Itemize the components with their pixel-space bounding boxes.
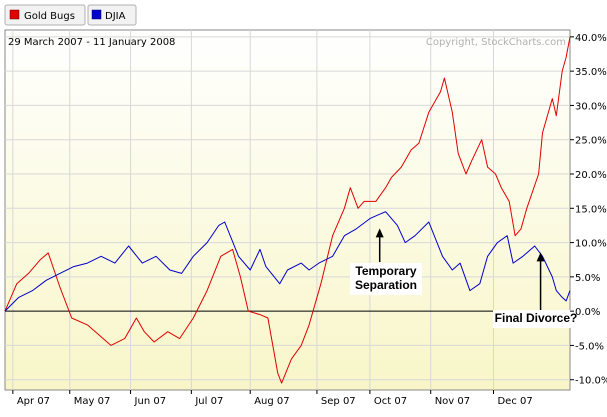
y-tick-label: 40.0%	[575, 33, 607, 44]
arrow-head-icon	[536, 252, 545, 262]
djia-swatch-icon	[91, 9, 102, 20]
legend: Gold Bugs DJIA	[4, 4, 137, 26]
x-axis: Apr 07 May 07 Jun 07 Jul 07 Aug 07 Sep 07 Oct …	[12, 390, 533, 407]
x-tick-label: Sep 07	[321, 396, 356, 407]
y-tick-label: 25.0%	[575, 136, 607, 147]
y-tick-label: -5.0%	[575, 341, 604, 352]
y-tick-label: 35.0%	[575, 67, 607, 78]
series-line-djia	[4, 211, 571, 312]
plot-area	[4, 29, 571, 391]
legend-label-gold-bugs: Gold Bugs	[24, 11, 75, 22]
legend-label-djia: DJIA	[105, 11, 126, 22]
y-tick-label: 0.0%	[575, 307, 600, 318]
x-tick-label: Dec 07	[497, 396, 532, 407]
annotation-text: Separation	[355, 278, 417, 292]
series-layer	[4, 36, 571, 384]
y-tick-label: -10.0%	[575, 376, 607, 387]
annotation: Final Divorce?	[493, 252, 579, 328]
y-tick-label: 30.0%	[575, 101, 607, 112]
annotation-box	[493, 310, 579, 328]
x-tick-label: Jun 07	[134, 396, 167, 407]
arrow-head-icon	[375, 228, 384, 238]
x-tick-label: Aug 07	[254, 396, 289, 407]
y-axis: 40.0% 35.0% 30.0% 25.0% 20.0% 15.0% 10.0% 5.0% 0…	[570, 33, 607, 387]
x-tick-label: May 07	[74, 396, 111, 407]
x-tick-label: Oct 07	[374, 396, 407, 407]
legend-tab-gold-bugs[interactable]	[4, 4, 86, 26]
gold-bugs-swatch-icon	[9, 9, 20, 20]
y-tick-label: 5.0%	[575, 273, 600, 284]
y-tick-label: 20.0%	[575, 170, 607, 181]
series-line-gold-bugs	[4, 36, 571, 384]
copyright: Copyright, StockCharts.com	[426, 37, 566, 48]
y-tick-label: 10.0%	[575, 239, 607, 250]
x-tick-label: Nov 07	[435, 396, 470, 407]
x-tick-label: Apr 07	[17, 396, 50, 407]
grid	[5, 30, 570, 390]
y-tick-label: 15.0%	[575, 204, 607, 215]
x-tick-label: Jul 07	[194, 396, 223, 407]
date-range: 29 March 2007 - 11 January 2008	[8, 37, 175, 48]
annotation-text: Final Divorce?	[495, 311, 578, 325]
annotation-text: Temporary	[355, 264, 416, 278]
annotation-box	[350, 263, 422, 295]
